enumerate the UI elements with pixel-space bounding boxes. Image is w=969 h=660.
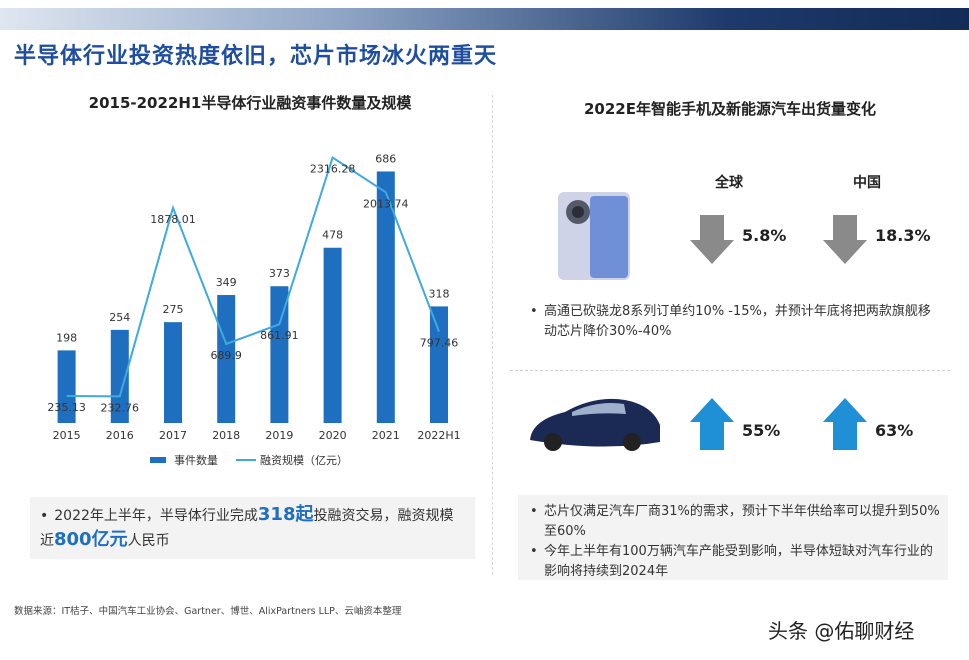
source: 数据来源：IT桔子、中国汽车工业协会、Gartner、博世、AlixPartne… <box>14 606 402 617</box>
x-tick-label: 2015 <box>53 429 81 442</box>
panel-title: 2022E年智能手机及新能源汽车出货量变化 <box>584 100 876 118</box>
watermark: 头条 @佑聊财经 <box>768 619 915 643</box>
note-text: 投融资交易，融资规模近 <box>40 508 454 549</box>
up-arrow <box>823 398 867 450</box>
down-arrow <box>823 215 867 264</box>
bar-label: 349 <box>216 276 237 289</box>
chart-title: 2015-2022H1半导体行业融资事件数量及规模 <box>89 94 413 112</box>
change-value: 5.8% <box>742 226 787 245</box>
top-bar <box>0 8 969 30</box>
bar-label: 686 <box>375 152 396 165</box>
bar <box>57 350 76 423</box>
note-highlight: 318起 <box>257 504 314 525</box>
bar-label: 318 <box>429 287 450 300</box>
line-label: 2013.74 <box>363 197 409 210</box>
note: 高通已砍骁龙8系列订单约10% -15%，并预计年底将把两款旗舰移动芯片降价30… <box>530 302 940 342</box>
separator <box>510 370 950 371</box>
up-arrow <box>690 398 734 450</box>
bar-label: 275 <box>163 303 184 316</box>
line-label: 797.46 <box>420 337 459 350</box>
line-label: 1878.01 <box>150 213 196 226</box>
note-text: 2022年上半年，半导体行业完成 <box>54 508 258 524</box>
bar-label: 373 <box>269 267 290 280</box>
legend-label: 事件数量 <box>174 454 218 467</box>
bar <box>164 322 182 423</box>
x-tick-label: 2017 <box>159 429 187 442</box>
note: 今年上半年有100万辆汽车产能受到影响，半导体短缺对汽车行业的影响将持续到202… <box>530 542 940 582</box>
x-tick-label: 2022H1 <box>417 429 460 442</box>
line-label: 2316.28 <box>310 163 356 176</box>
slide-title: 半导体行业投资热度依旧，芯片市场冰火两重天 <box>14 44 498 69</box>
bar-label: 478 <box>322 229 343 242</box>
x-tick-label: 2020 <box>319 429 347 442</box>
down-arrow <box>690 215 734 264</box>
change-value: 18.3% <box>875 226 931 245</box>
bar <box>270 286 289 423</box>
line-label: 861.91 <box>260 329 299 342</box>
line-label: 232.76 <box>101 401 140 414</box>
x-tick-label: 2018 <box>212 429 240 442</box>
bar <box>430 306 448 423</box>
line-label: 689.9 <box>210 349 242 362</box>
note-text: 人民币 <box>127 533 170 549</box>
line-label: 235.13 <box>47 401 86 414</box>
bar <box>323 247 342 423</box>
bar <box>376 171 395 423</box>
bar-label: 254 <box>109 311 130 324</box>
bar <box>110 329 129 423</box>
chart: 2015-2022H1半导体行业融资事件数量及规模 2015 2016 2017 20… <box>47 94 460 467</box>
legend-swatch <box>150 457 166 463</box>
change-value: 63% <box>875 421 914 440</box>
legend-label: 融资规模（亿元） <box>260 453 348 467</box>
x-tick-label: 2016 <box>106 429 134 442</box>
note: 芯片仅满足汽车厂商31%的需求，预计下半年供给率可以提升到50%至60% <box>530 502 940 542</box>
column-header: 中国 <box>853 175 881 191</box>
x-tick-label: 2021 <box>372 429 400 442</box>
phone-notes: 高通已砍骁龙8系列订单约10% -15%，并预计年底将把两款旗舰移动芯片降价30… <box>530 302 940 342</box>
bar-label: 198 <box>56 331 77 344</box>
vehicle-notes: 芯片仅满足汽车厂商31%的需求，预计下半年供给率可以提升到50%至60%今年上半… <box>530 502 940 582</box>
column-header: 全球 <box>715 175 743 191</box>
note-highlight: 800亿元 <box>54 529 128 550</box>
left-note: 2022年上半年，半导体行业完成318起投融资交易，融资规模近800亿元人民币 <box>30 497 475 559</box>
x-tick-label: 2019 <box>265 429 293 442</box>
change-value: 55% <box>742 421 781 440</box>
line <box>66 156 440 398</box>
divider <box>492 95 493 575</box>
car-image <box>530 398 660 451</box>
phone-image <box>558 192 630 280</box>
bar <box>217 295 236 423</box>
